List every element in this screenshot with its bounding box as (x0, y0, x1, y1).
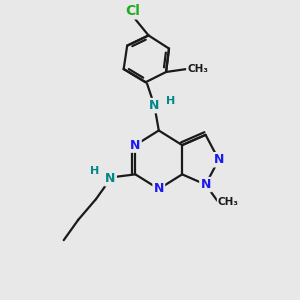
Text: N: N (214, 153, 224, 166)
Text: N: N (149, 99, 160, 112)
Text: Cl: Cl (125, 4, 140, 18)
Text: H: H (166, 96, 175, 106)
Text: N: N (130, 139, 141, 152)
Text: N: N (105, 172, 116, 185)
Text: CH₃: CH₃ (218, 197, 239, 207)
Text: N: N (154, 182, 164, 196)
Text: H: H (90, 167, 99, 176)
Text: N: N (200, 178, 211, 191)
Text: CH₃: CH₃ (187, 64, 208, 74)
